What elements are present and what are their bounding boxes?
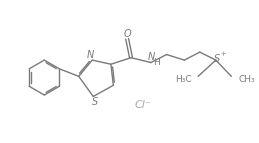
Text: H₃C: H₃C [175, 75, 191, 84]
Text: +: + [220, 51, 225, 57]
Text: N: N [87, 50, 94, 60]
Text: N: N [148, 52, 155, 62]
Text: CH₃: CH₃ [238, 75, 255, 84]
Text: Cl⁻: Cl⁻ [134, 100, 151, 110]
Text: O: O [123, 29, 131, 39]
Text: H: H [154, 57, 160, 66]
Text: S: S [92, 97, 98, 107]
Text: S: S [214, 54, 220, 64]
